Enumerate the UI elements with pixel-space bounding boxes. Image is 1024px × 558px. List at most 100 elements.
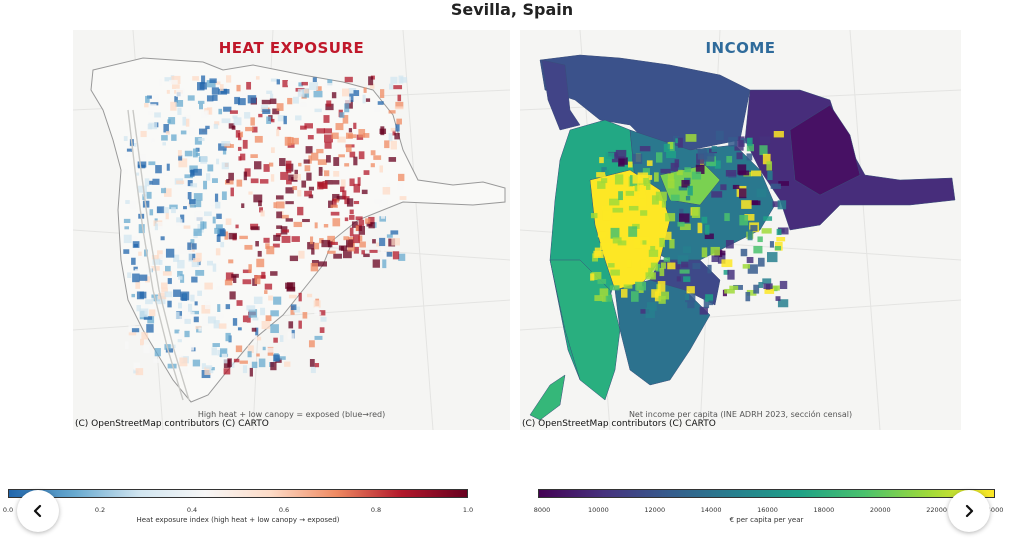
- heat-cell: [256, 275, 266, 279]
- heat-cell: [191, 276, 198, 283]
- heat-cell: [141, 332, 149, 340]
- heat-cell: [335, 123, 344, 131]
- heat-cell: [175, 343, 180, 352]
- heat-cell: [223, 359, 228, 364]
- heat-cell: [167, 300, 172, 308]
- heat-cell: [162, 271, 172, 276]
- income-cell: [699, 306, 708, 315]
- heat-cell: [128, 331, 137, 336]
- heat-cell: [248, 309, 258, 318]
- heat-cell: [165, 265, 171, 272]
- heat-cell: [358, 129, 366, 138]
- heat-cell: [266, 347, 275, 353]
- colorbar-tick-label: 24000: [982, 506, 1004, 514]
- heat-cell: [277, 115, 285, 122]
- heat-cell: [349, 215, 355, 220]
- heat-cell: [353, 200, 360, 205]
- heat-cell: [287, 97, 293, 105]
- income-cell: [737, 164, 747, 175]
- colorbar-tick-label: 20000: [869, 506, 891, 514]
- heat-cell: [237, 146, 242, 151]
- heat-cell: [327, 235, 335, 245]
- income-cell: [632, 174, 644, 184]
- income-cell: [637, 183, 642, 194]
- heat-cell: [149, 209, 154, 216]
- heat-cell: [379, 237, 386, 247]
- heat-cell: [323, 128, 333, 134]
- heat-cell: [349, 178, 355, 187]
- heat-cell: [211, 204, 221, 213]
- heat-cell: [351, 221, 358, 228]
- heat-cell: [188, 253, 193, 262]
- income-cell: [750, 225, 758, 232]
- heat-cell: [343, 236, 349, 241]
- heat-cell: [325, 103, 334, 111]
- heat-cell: [255, 336, 262, 341]
- heat-cell: [285, 160, 292, 170]
- income-map-attribution: (C) OpenStreetMap contributors (C) CARTO: [522, 419, 716, 429]
- heat-cell: [169, 204, 178, 210]
- heat-cell: [287, 81, 297, 86]
- income-colorbar: [538, 489, 995, 498]
- income-cell: [691, 206, 701, 218]
- heat-cell: [165, 348, 174, 353]
- next-button[interactable]: [948, 490, 990, 532]
- heat-cell: [262, 346, 266, 351]
- heat-cell: [248, 191, 253, 195]
- heat-cell: [171, 207, 176, 214]
- heat-cell: [316, 128, 325, 134]
- income-cell: [701, 247, 708, 258]
- income-cell: [725, 170, 737, 177]
- heat-cell: [332, 180, 340, 185]
- heat-cell: [213, 123, 219, 129]
- heat-cell: [277, 126, 281, 130]
- heat-cell: [377, 101, 384, 105]
- heat-cell: [146, 191, 152, 199]
- heat-cell: [192, 258, 201, 263]
- heat-cell: [279, 335, 284, 342]
- heat-cell: [324, 170, 330, 177]
- heat-cell: [268, 295, 273, 301]
- heat-cell: [240, 153, 246, 161]
- income-cell: [628, 205, 639, 211]
- heat-cell: [332, 193, 340, 202]
- heat-cell: [307, 293, 313, 298]
- income-cell: [725, 240, 734, 249]
- heat-cell: [348, 88, 357, 94]
- heat-cell: [381, 246, 385, 253]
- heat-exposure-map[interactable]: HEAT EXPOSURE High heat + low canopy = e…: [73, 30, 510, 430]
- heat-cell: [222, 149, 227, 155]
- income-cell: [772, 201, 780, 208]
- income-cell: [776, 237, 786, 242]
- income-cell: [659, 291, 670, 300]
- heat-cell: [330, 211, 340, 216]
- heat-cell: [259, 207, 263, 213]
- heat-cell: [388, 110, 396, 114]
- heat-cell: [307, 242, 315, 250]
- heat-cell: [318, 183, 327, 189]
- heat-cell: [340, 186, 345, 193]
- page-title: Sevilla, Spain: [450, 0, 574, 19]
- income-cell: [695, 164, 705, 174]
- income-cell: [617, 240, 627, 246]
- heat-cell: [239, 131, 244, 138]
- income-cell: [627, 259, 632, 268]
- heat-cell: [185, 118, 190, 127]
- heat-cell: [365, 218, 371, 224]
- heat-cell: [390, 127, 398, 132]
- income-cell: [777, 299, 789, 308]
- heat-cell: [372, 239, 376, 244]
- heat-cell: [345, 132, 353, 139]
- heat-cell: [256, 353, 260, 357]
- previous-button[interactable]: [17, 490, 59, 532]
- heat-cell: [191, 261, 200, 268]
- heat-cell: [174, 329, 180, 334]
- heat-colorbar: [8, 489, 468, 498]
- heat-cell: [138, 224, 145, 234]
- heat-cell: [190, 310, 200, 315]
- heat-cell: [197, 82, 205, 91]
- income-map[interactable]: INCOME Net income per capita (INE ADRH 2…: [520, 30, 961, 430]
- income-cell: [599, 157, 604, 164]
- heat-cell: [273, 337, 278, 343]
- heat-cell: [254, 161, 262, 170]
